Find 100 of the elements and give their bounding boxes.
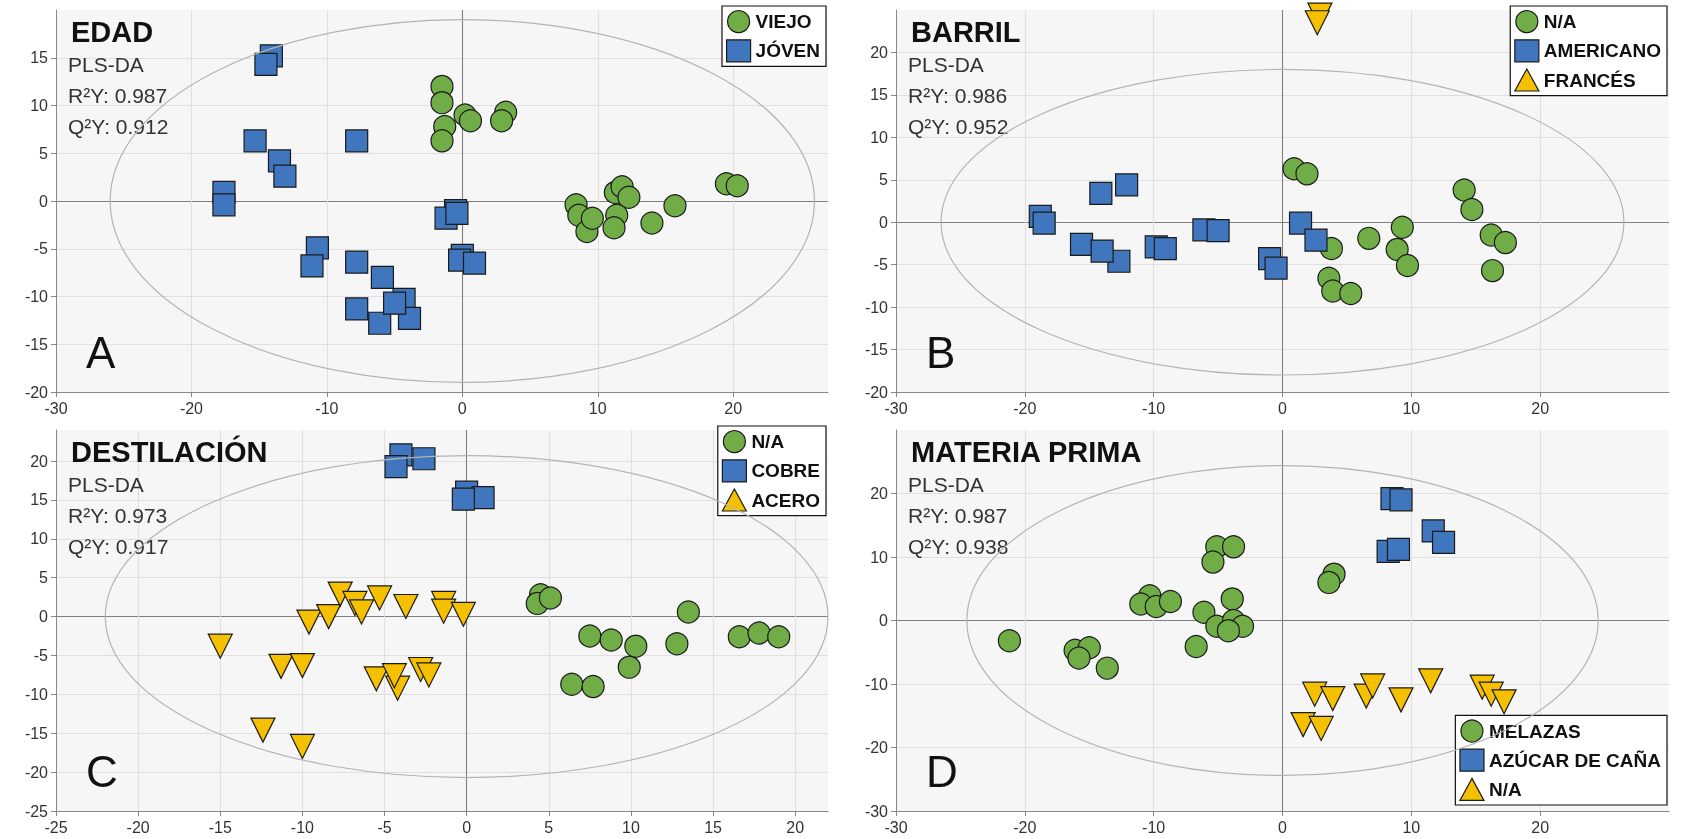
annotation: R²Y: 0.987 (68, 84, 168, 107)
x-tick-label: -20 (1013, 818, 1037, 836)
point (212, 193, 236, 217)
point (1390, 215, 1414, 239)
y-tick-label: 20 (870, 485, 889, 502)
y-tick-label: 0 (879, 213, 889, 231)
y-tick-label: -20 (864, 739, 889, 756)
legend-label: FRANCÉS (1543, 69, 1636, 91)
point (1115, 173, 1139, 197)
point (430, 91, 454, 115)
x-tick-label: 15 (704, 818, 723, 836)
y-tick-label: -15 (24, 724, 49, 742)
point (602, 216, 626, 240)
annotation: PLS-DA (908, 473, 984, 496)
point (1221, 535, 1246, 559)
point (1460, 197, 1484, 222)
y-tick-label: -5 (33, 240, 49, 258)
point (1158, 589, 1183, 614)
point (296, 609, 322, 635)
point (1418, 668, 1444, 694)
point (383, 291, 407, 315)
y-tick-label: -10 (24, 288, 49, 305)
point (268, 653, 294, 679)
point (640, 211, 664, 235)
point (997, 629, 1021, 653)
point (393, 593, 419, 620)
point (416, 662, 442, 688)
annotation: Q²Y: 0.912 (68, 115, 169, 138)
x-tick-label: 0 (462, 818, 472, 836)
point (581, 675, 605, 699)
point (1386, 537, 1411, 561)
point (289, 733, 315, 760)
annotation: R²Y: 0.973 (68, 504, 168, 527)
annotation: Q²Y: 0.952 (908, 115, 1009, 138)
point (676, 600, 700, 624)
point (300, 254, 324, 278)
y-tick-label: -20 (864, 383, 889, 401)
point (254, 52, 278, 77)
point (1067, 646, 1091, 670)
point (1388, 687, 1414, 713)
point (747, 621, 771, 645)
point (1090, 239, 1114, 263)
x-tick-label: -10 (315, 399, 339, 417)
point (345, 129, 369, 153)
point (368, 311, 392, 335)
legend-label: AMERICANO (1543, 40, 1662, 62)
x-tick-label: -10 (1142, 399, 1166, 417)
point (1032, 211, 1056, 235)
point (1304, 10, 1330, 36)
point (412, 447, 436, 471)
point (363, 666, 389, 692)
point (381, 663, 407, 689)
point (1389, 488, 1413, 512)
y-tick-label: 10 (870, 128, 889, 146)
y-tick-label: -25 (24, 802, 49, 820)
annotation: Q²Y: 0.917 (68, 535, 169, 558)
y-tick-label: 5 (879, 171, 889, 189)
point (1089, 181, 1113, 205)
point (1452, 178, 1476, 202)
point (1320, 686, 1346, 712)
x-tick-label: 10 (1402, 399, 1421, 417)
annotation: A (86, 327, 116, 377)
point (1317, 570, 1341, 594)
point (450, 601, 476, 627)
point (1339, 281, 1363, 306)
point (462, 251, 487, 275)
point (1288, 211, 1313, 235)
x-tick-label: 5 (544, 818, 554, 836)
point (1395, 253, 1420, 278)
point (599, 628, 623, 652)
y-tick-label: 15 (30, 491, 49, 509)
x-tick-label: -20 (126, 818, 150, 836)
point (617, 655, 641, 679)
x-tick-label: 20 (1531, 399, 1550, 417)
y-tick-label: -20 (24, 383, 49, 401)
x-tick-label: 10 (588, 399, 607, 417)
point (663, 194, 687, 218)
annotation: R²Y: 0.987 (908, 504, 1008, 527)
y-tick-label: -20 (24, 763, 49, 781)
legend-label: N/A (1543, 11, 1577, 33)
point (345, 250, 369, 274)
point (1491, 689, 1517, 715)
annotation: Q²Y: 0.938 (908, 535, 1009, 558)
point (665, 632, 689, 656)
x-tick-label: -20 (1013, 399, 1037, 417)
point (1095, 656, 1119, 680)
x-tick-label: -5 (377, 818, 392, 836)
y-tick-label: -5 (33, 646, 49, 664)
point (1493, 231, 1517, 255)
legend-label: VIEJO (755, 11, 812, 33)
legend-label: AZÚCAR DE CAÑA (1488, 749, 1662, 771)
point (580, 206, 604, 230)
x-tick-label: 20 (1531, 818, 1550, 836)
x-tick-label: 0 (1278, 399, 1288, 417)
x-tick-label: -15 (208, 818, 232, 836)
point (458, 109, 483, 133)
y-tick-label: 20 (870, 43, 889, 61)
point (1385, 237, 1409, 261)
y-tick-label: 0 (39, 192, 49, 210)
y-tick-label: -10 (864, 675, 889, 693)
